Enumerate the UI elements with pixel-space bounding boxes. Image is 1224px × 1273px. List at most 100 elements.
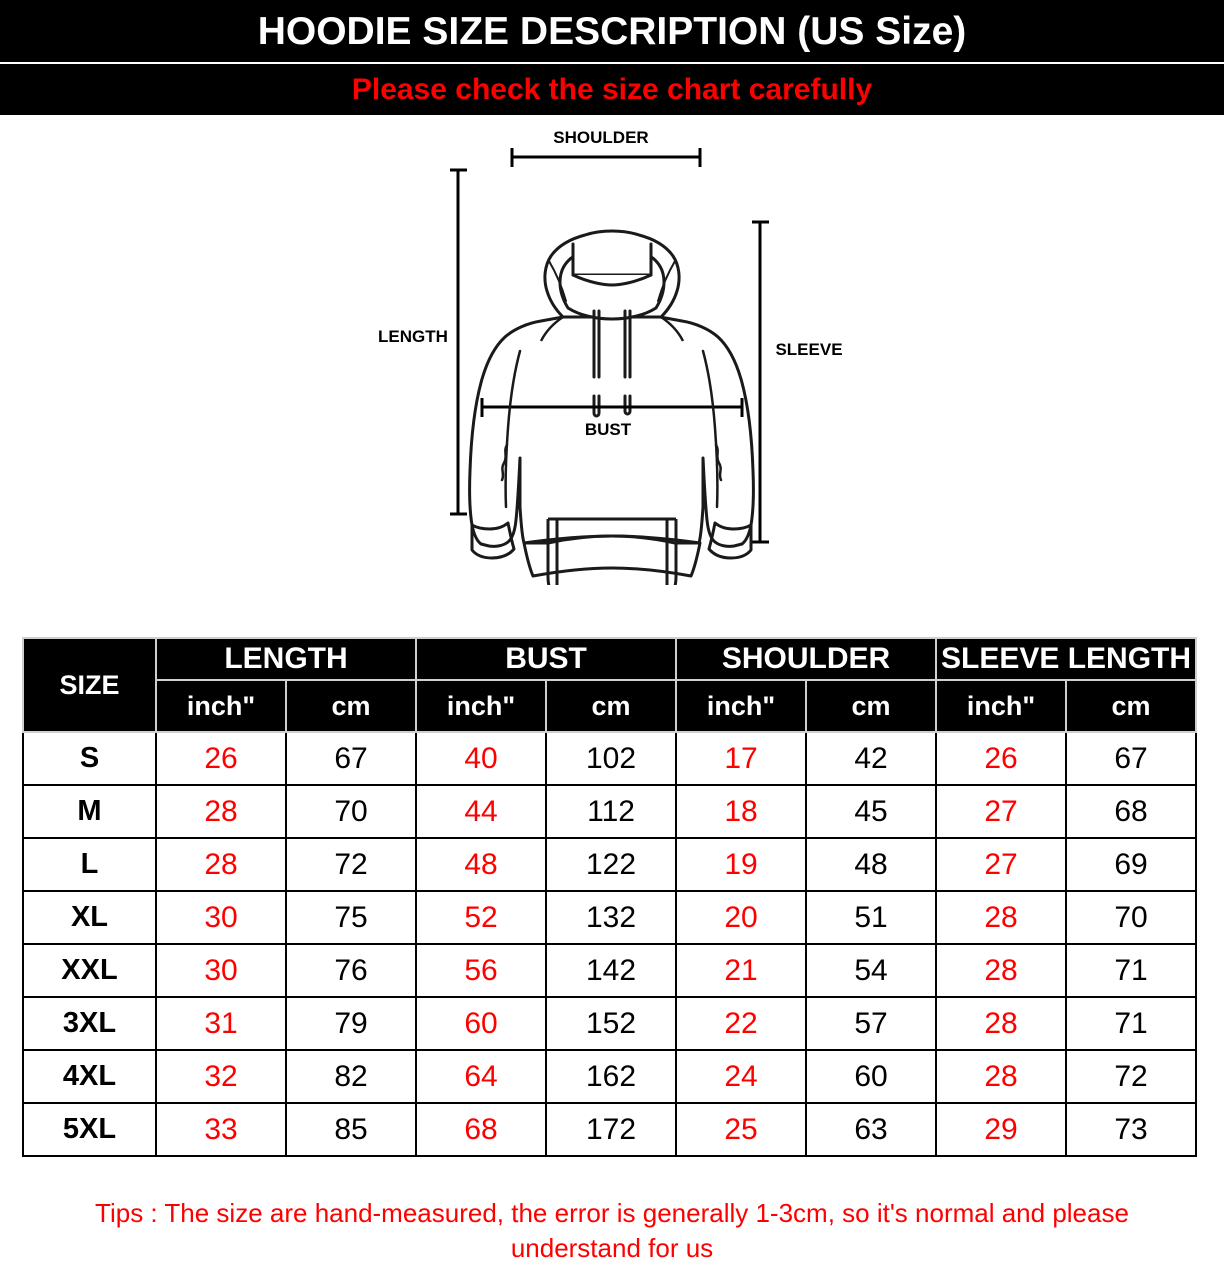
cell-sleeve-in: 28 xyxy=(935,1049,1068,1104)
cell-bust-cm: 152 xyxy=(545,996,678,1051)
cell-bust-cm: 132 xyxy=(545,890,678,945)
cell-bust-in: 44 xyxy=(415,784,548,839)
table-row: XL 30 75 52 132 20 51 28 70 xyxy=(22,890,1198,945)
cell-sleeve-cm: 71 xyxy=(1065,943,1198,998)
cell-sleeve-cm: 67 xyxy=(1065,731,1198,786)
cell-shoulder-in: 20 xyxy=(675,890,808,945)
size-label-cell: 5XL xyxy=(22,1102,157,1157)
cell-shoulder-in: 22 xyxy=(675,996,808,1051)
cell-shoulder-in: 21 xyxy=(675,943,808,998)
table-row: XXL 30 76 56 142 21 54 28 71 xyxy=(22,943,1198,998)
column-header-shoulder: SHOULDER xyxy=(675,637,938,681)
cell-length-cm: 85 xyxy=(284,1102,418,1157)
cell-sleeve-cm: 69 xyxy=(1065,837,1198,892)
cell-length-in: 31 xyxy=(155,996,287,1051)
table-header-row-groups: SIZE LENGTH BUST SHOULDER SLEEVE LENGTH xyxy=(22,637,1198,733)
cell-bust-cm: 102 xyxy=(545,731,678,786)
size-label-cell: M xyxy=(22,784,157,839)
unit-header-length-inch: inch" xyxy=(155,679,287,733)
table-row: 5XL 33 85 68 172 25 63 29 73 xyxy=(22,1102,1198,1157)
hoodie-diagram-area: SHOULDER LENGTH SLEEVE xyxy=(0,115,1224,720)
cell-shoulder-cm: 60 xyxy=(805,1049,938,1104)
size-label-cell: XXL xyxy=(22,943,157,998)
unit-header-length-cm: cm xyxy=(284,679,418,733)
length-measure-label: LENGTH xyxy=(378,327,448,346)
cell-bust-in: 64 xyxy=(415,1049,548,1104)
table-body: S 26 67 40 102 17 42 26 67 M 28 70 44 112 18 45 27 68 L 28 7… xyxy=(22,731,1198,1157)
table-row: S 26 67 40 102 17 42 26 67 xyxy=(22,731,1198,786)
shoulder-measure-label: SHOULDER xyxy=(553,128,648,147)
cell-shoulder-in: 18 xyxy=(675,784,808,839)
subtitle-band: Please check the size chart carefully xyxy=(0,64,1224,115)
header-banner: HOODIE SIZE DESCRIPTION (US Size) Please… xyxy=(0,0,1224,115)
cell-shoulder-cm: 57 xyxy=(805,996,938,1051)
cell-bust-cm: 112 xyxy=(545,784,678,839)
table-row: 4XL 32 82 64 162 24 60 28 72 xyxy=(22,1049,1198,1104)
cell-sleeve-cm: 72 xyxy=(1065,1049,1198,1104)
column-header-length: LENGTH xyxy=(154,637,418,681)
cell-shoulder-in: 25 xyxy=(675,1102,808,1157)
cell-sleeve-in: 28 xyxy=(935,943,1068,998)
unit-header-sleeve-cm: cm xyxy=(1065,679,1198,733)
cell-length-in: 28 xyxy=(155,784,287,839)
header-divider xyxy=(0,62,1224,64)
cell-sleeve-in: 27 xyxy=(935,837,1068,892)
column-header-bust: BUST xyxy=(415,637,678,681)
table-row: 3XL 31 79 60 152 22 57 28 71 xyxy=(22,996,1198,1051)
cell-length-cm: 79 xyxy=(284,996,418,1051)
cell-sleeve-cm: 73 xyxy=(1065,1102,1198,1157)
table-row: M 28 70 44 112 18 45 27 68 xyxy=(22,784,1198,839)
cell-bust-cm: 142 xyxy=(545,943,678,998)
cell-sleeve-in: 26 xyxy=(935,731,1068,786)
cell-length-in: 26 xyxy=(155,731,287,786)
cell-shoulder-in: 24 xyxy=(675,1049,808,1104)
size-label-cell: L xyxy=(22,837,157,892)
cell-length-cm: 72 xyxy=(284,837,418,892)
tips-note: Tips : The size are hand-measured, the e… xyxy=(95,1198,1129,1264)
size-label-cell: XL xyxy=(22,890,157,945)
size-label-cell: S xyxy=(22,731,157,786)
cell-length-in: 33 xyxy=(155,1102,287,1157)
cell-length-cm: 67 xyxy=(284,731,418,786)
cell-sleeve-cm: 68 xyxy=(1065,784,1198,839)
cell-bust-cm: 122 xyxy=(545,837,678,892)
unit-header-shoulder-inch: inch" xyxy=(675,679,808,733)
cell-sleeve-in: 28 xyxy=(935,996,1068,1051)
page-subtitle: Please check the size chart carefully xyxy=(351,72,873,106)
table-head: SIZE LENGTH BUST SHOULDER SLEEVE LENGTH … xyxy=(22,637,1198,733)
cell-length-cm: 70 xyxy=(284,784,418,839)
table-row: L 28 72 48 122 19 48 27 69 xyxy=(22,837,1198,892)
unit-header-bust-cm: cm xyxy=(545,679,678,733)
cell-shoulder-in: 19 xyxy=(675,837,808,892)
column-header-size: SIZE xyxy=(22,637,157,733)
cell-sleeve-in: 29 xyxy=(935,1102,1068,1157)
cell-sleeve-cm: 70 xyxy=(1065,890,1198,945)
bust-measure-label: BUST xyxy=(585,420,632,439)
hoodie-illustration: SHOULDER LENGTH SLEEVE xyxy=(0,115,1224,617)
cell-shoulder-cm: 54 xyxy=(805,943,938,998)
sleeve-measure-label: SLEEVE xyxy=(775,340,842,359)
cell-length-in: 28 xyxy=(155,837,287,892)
cell-length-in: 32 xyxy=(155,1049,287,1104)
cell-shoulder-cm: 42 xyxy=(805,731,938,786)
cell-length-in: 30 xyxy=(155,943,287,998)
cell-bust-cm: 172 xyxy=(545,1102,678,1157)
cell-sleeve-cm: 71 xyxy=(1065,996,1198,1051)
cell-length-in: 30 xyxy=(155,890,287,945)
size-label-cell: 4XL xyxy=(22,1049,157,1104)
cell-sleeve-in: 28 xyxy=(935,890,1068,945)
cell-length-cm: 82 xyxy=(284,1049,418,1104)
size-chart-table-wrapper: SIZE LENGTH BUST SHOULDER SLEEVE LENGTH … xyxy=(22,637,1198,1157)
cell-bust-in: 60 xyxy=(415,996,548,1051)
cell-bust-in: 40 xyxy=(415,731,548,786)
cell-shoulder-cm: 51 xyxy=(805,890,938,945)
size-label-cell: 3XL xyxy=(22,996,157,1051)
cell-bust-in: 48 xyxy=(415,837,548,892)
title-band: HOODIE SIZE DESCRIPTION (US Size) xyxy=(0,0,1224,62)
unit-header-sleeve-inch: inch" xyxy=(935,679,1068,733)
cell-length-cm: 75 xyxy=(284,890,418,945)
cell-bust-in: 52 xyxy=(415,890,548,945)
unit-header-shoulder-cm: cm xyxy=(805,679,938,733)
cell-sleeve-in: 27 xyxy=(935,784,1068,839)
page-title: HOODIE SIZE DESCRIPTION (US Size) xyxy=(257,9,967,53)
